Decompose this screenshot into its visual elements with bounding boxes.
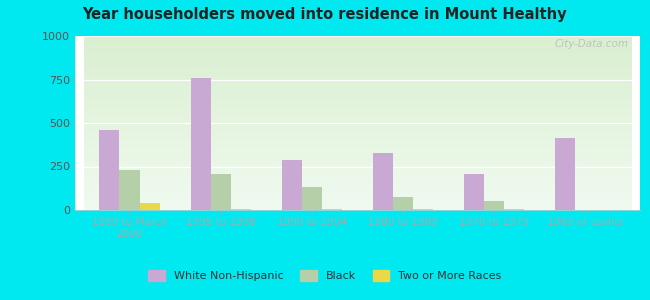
Bar bbox=[99, 130, 120, 210]
Text: Year householders moved into residence in Mount Healthy: Year householders moved into residence i… bbox=[83, 8, 567, 22]
Bar bbox=[140, 203, 160, 210]
Bar bbox=[413, 209, 433, 210]
Bar bbox=[393, 197, 413, 210]
Bar bbox=[464, 174, 484, 210]
Bar bbox=[282, 160, 302, 210]
Bar bbox=[373, 153, 393, 210]
Bar bbox=[504, 209, 525, 210]
Bar bbox=[231, 209, 251, 210]
Bar bbox=[190, 78, 211, 210]
Bar bbox=[484, 201, 504, 210]
Bar bbox=[120, 170, 140, 210]
Bar bbox=[302, 188, 322, 210]
Bar bbox=[211, 174, 231, 210]
Bar bbox=[556, 138, 575, 210]
Legend: White Non-Hispanic, Black, Two or More Races: White Non-Hispanic, Black, Two or More R… bbox=[144, 265, 506, 285]
Bar bbox=[322, 209, 342, 210]
Text: City-Data.com: City-Data.com bbox=[555, 40, 629, 50]
